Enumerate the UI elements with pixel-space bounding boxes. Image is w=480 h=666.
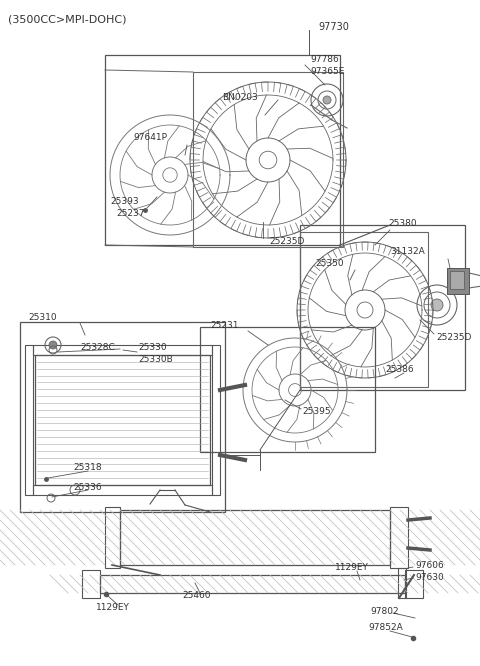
Text: 97630: 97630 (415, 573, 444, 581)
Text: 97730: 97730 (318, 22, 349, 32)
Bar (105, 507, 120, 568)
Text: 25330: 25330 (138, 342, 167, 352)
Text: 97641P: 97641P (133, 133, 167, 143)
Bar (193, 72, 343, 247)
Bar (105, 55, 340, 245)
Bar (405, 570, 423, 598)
Circle shape (323, 96, 331, 104)
Text: 25235D: 25235D (269, 238, 304, 246)
Bar (100, 575, 405, 593)
Bar (398, 568, 406, 598)
Text: 25460: 25460 (182, 591, 211, 601)
Text: 1129EY: 1129EY (96, 603, 130, 613)
Bar (25, 345, 33, 495)
Bar (447, 268, 469, 294)
Text: 97852A: 97852A (368, 623, 403, 631)
Bar (82, 570, 100, 598)
Circle shape (49, 341, 57, 349)
Bar (200, 327, 375, 452)
Text: 97365E: 97365E (310, 67, 344, 77)
Text: 25231: 25231 (210, 320, 239, 330)
Bar (300, 225, 465, 390)
Text: 25350: 25350 (315, 260, 344, 268)
Bar (300, 232, 428, 387)
Circle shape (431, 299, 443, 311)
Text: 25380: 25380 (388, 220, 417, 228)
Bar (212, 345, 220, 495)
Bar (20, 322, 225, 512)
Text: 25328C: 25328C (80, 342, 115, 352)
Bar (450, 271, 464, 289)
Text: 25336: 25336 (73, 484, 102, 492)
Text: 25395: 25395 (302, 408, 331, 416)
Text: 97606: 97606 (415, 561, 444, 569)
Text: 1129EY: 1129EY (335, 563, 369, 571)
Text: 31132A: 31132A (390, 248, 425, 256)
Text: 97802: 97802 (370, 607, 398, 617)
Bar (33, 345, 212, 355)
Text: (3500CC>MPI-DOHC): (3500CC>MPI-DOHC) (8, 14, 127, 24)
Text: 25310: 25310 (28, 314, 57, 322)
Bar (120, 510, 390, 565)
Text: 25393: 25393 (110, 198, 139, 206)
Text: 25235D: 25235D (436, 334, 471, 342)
Bar (35, 355, 210, 485)
Text: 25330B: 25330B (138, 354, 173, 364)
Text: BN0203: BN0203 (222, 93, 258, 101)
Bar (33, 485, 212, 495)
Text: 25386: 25386 (385, 366, 414, 374)
Text: 25237: 25237 (116, 210, 144, 218)
Text: 25318: 25318 (73, 464, 102, 472)
Bar (390, 507, 408, 568)
Text: 97786: 97786 (310, 55, 339, 65)
